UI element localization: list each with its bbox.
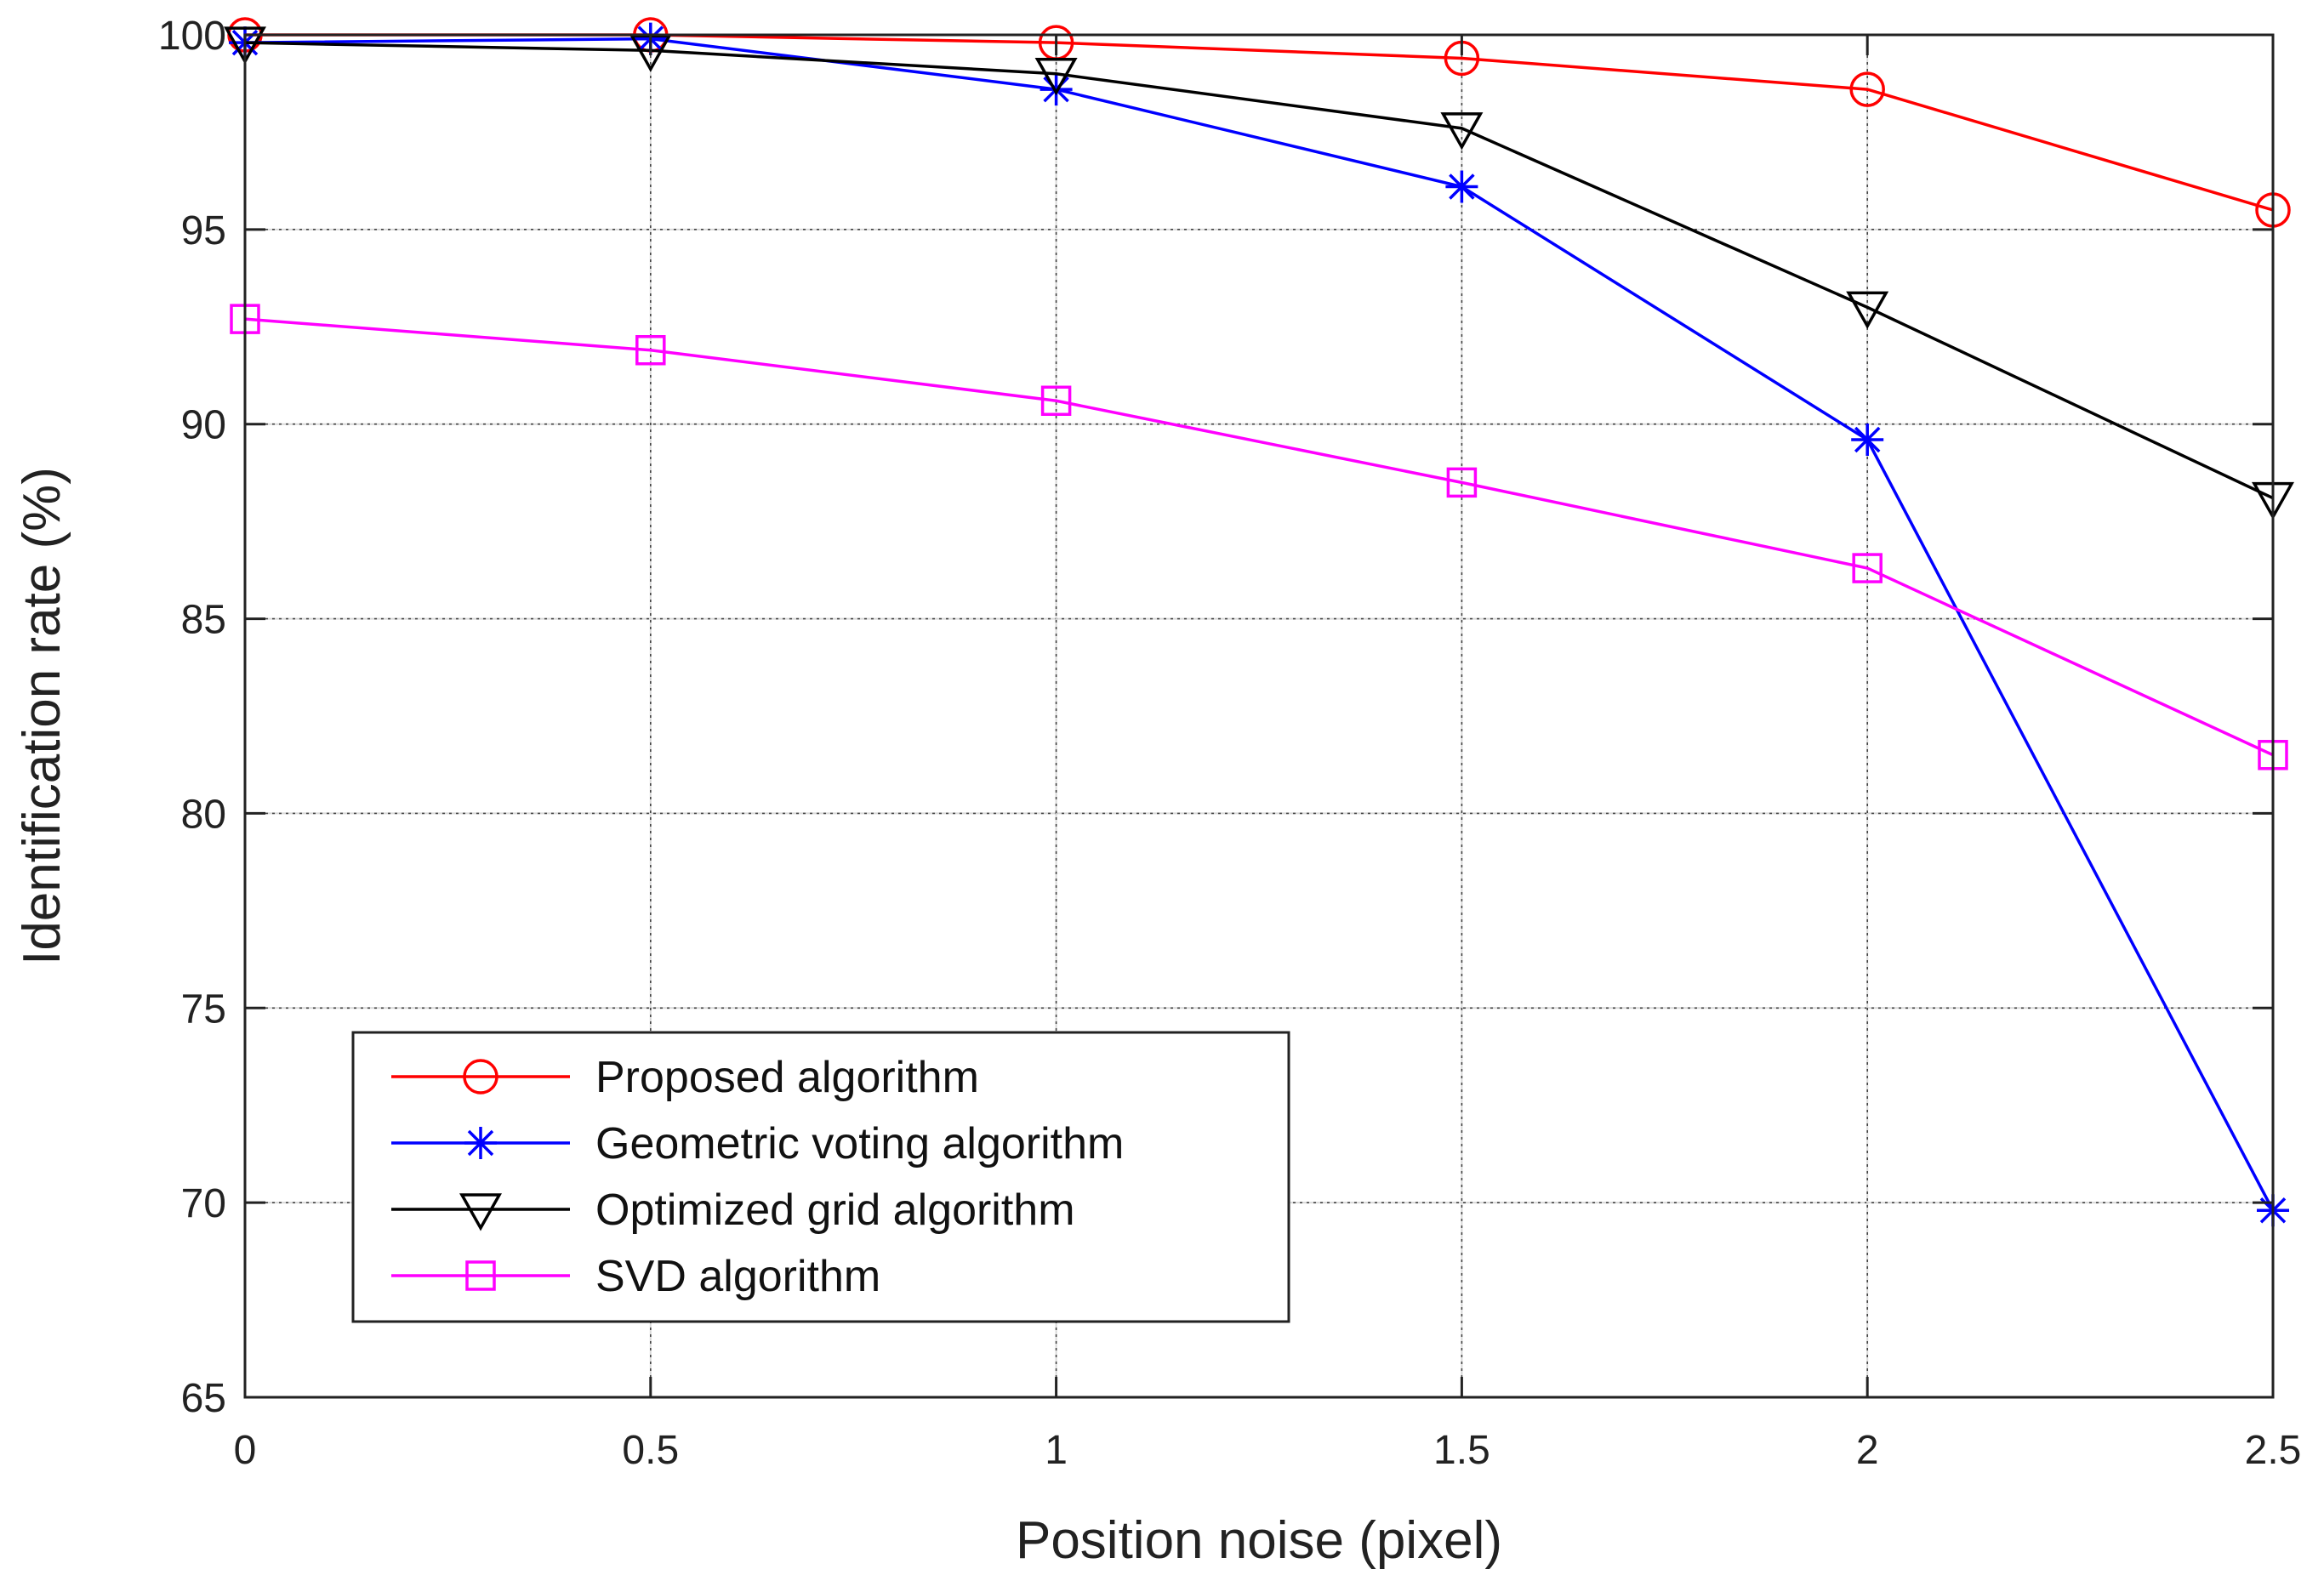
y-tick-label: 85 (181, 598, 226, 643)
y-tick-label: 80 (181, 792, 226, 837)
y-tick-label: 70 (181, 1181, 226, 1226)
square-marker (635, 334, 666, 366)
circle-marker (463, 1059, 498, 1095)
y-tick-label: 90 (181, 403, 226, 448)
legend-entry-svd-algorithm: SVD algorithm (391, 1252, 880, 1301)
legend-entry-optimized-grid-algorithm: Optimized grid algorithm (391, 1186, 1075, 1235)
asterisk-stroke (1851, 424, 1884, 457)
asterisk-marker (1040, 73, 1073, 106)
y-tick-label: 65 (181, 1376, 226, 1421)
legend-entry-geometric-voting-algorithm: Geometric voting algorithm (391, 1119, 1124, 1168)
legend-label: Proposed algorithm (595, 1053, 979, 1102)
y-axis-label: Identification rate (%) (13, 467, 71, 965)
asterisk-stroke (464, 1127, 497, 1159)
triangle-marker (1846, 291, 1889, 329)
legend-label: Optimized grid algorithm (595, 1186, 1075, 1235)
x-tick-label: 0.5 (622, 1428, 679, 1473)
circle-marker (1849, 71, 1885, 107)
x-tick-label: 1 (1045, 1428, 1068, 1473)
series-line-svd-algorithm (244, 317, 2274, 757)
square-marker (465, 1260, 496, 1291)
legend-label: SVD algorithm (595, 1252, 880, 1301)
plot-frame (243, 33, 2275, 1399)
y-tick-label: 100 (158, 14, 226, 59)
x-tick-label: 2.5 (2245, 1428, 2302, 1473)
x-axis-label: Position noise (pixel) (1016, 1511, 1502, 1570)
series-line-optimized-grid-algorithm (244, 41, 2274, 500)
x-tick-label: 1.5 (1433, 1428, 1490, 1473)
triangle-marker (459, 1193, 502, 1231)
asterisk-stroke (1445, 170, 1478, 203)
axis-ticks: 0 0.5 1 1.5 2 2.5 65 70 75 80 85 90 95 100 (158, 14, 2301, 1473)
legend-entry-proposed-algorithm: Proposed algorithm (391, 1053, 979, 1102)
legend: Proposed algorithm Geometric voting algor… (351, 1031, 1290, 1323)
asterisk-marker (464, 1127, 497, 1159)
asterisk-stroke (1040, 73, 1073, 106)
series-line-geometric-voting-algorithm (244, 37, 2275, 1212)
legend-label: Geometric voting algorithm (595, 1119, 1124, 1168)
asterisk-marker (1445, 170, 1478, 203)
x-tick-label: 0 (234, 1428, 257, 1473)
square-marker (1852, 553, 1883, 583)
triangle-marker (1034, 58, 1078, 96)
asterisk-marker (1851, 424, 1884, 457)
y-tick-label: 75 (181, 987, 226, 1032)
series-layer (224, 17, 2294, 1227)
y-tick-label: 95 (181, 208, 226, 253)
square-marker (1446, 467, 1478, 498)
x-tick-label: 2 (1856, 1428, 1879, 1473)
triangle-marker (224, 26, 266, 65)
triangle-marker (1440, 112, 1484, 151)
legend-box (351, 1031, 1290, 1323)
square-marker (1040, 385, 1072, 417)
